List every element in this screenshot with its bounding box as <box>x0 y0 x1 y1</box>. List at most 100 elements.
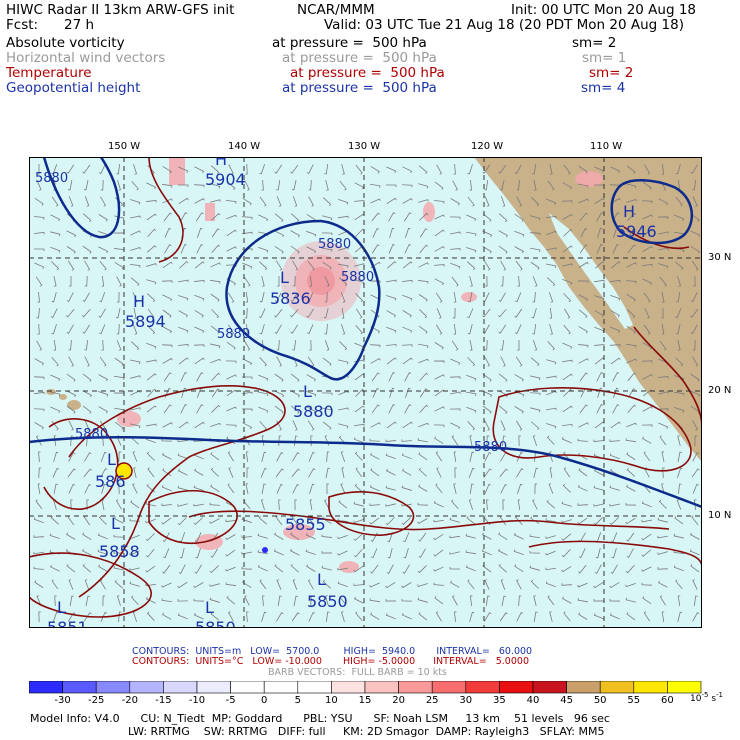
field-vorticity-pressure: at pressure = 500 hPa <box>272 35 427 51</box>
lon-label-130w: 130 W <box>348 141 381 152</box>
colorbar-swatch <box>667 681 702 694</box>
vorticity-min-dot <box>262 547 268 553</box>
field-temperature-pressure: at pressure = 500 hPa <box>290 65 445 81</box>
field-vorticity-smooth: sm= 2 <box>572 35 617 51</box>
feature-letter: L <box>303 382 312 401</box>
lat-lon-grid <box>29 157 702 628</box>
colorbar-tick-label: 25 <box>425 695 439 706</box>
lat-label-20n: 20 N <box>708 385 732 396</box>
height-contours <box>29 157 702 509</box>
lon-label-140w: 140 W <box>228 141 261 152</box>
colorbar-swatch <box>196 681 231 694</box>
feature-value: 5858 <box>99 542 140 561</box>
feature-letter: L <box>111 514 120 533</box>
init-time: Init: 00 UTC Mon 20 Aug 18 <box>511 2 696 18</box>
colorbar-swatch <box>398 681 433 694</box>
org-label: NCAR/MMM <box>297 2 375 18</box>
model-info-line2: LW: RRTMG SW: RRTMG DIFF: full KM: 2D Sm… <box>128 725 605 738</box>
feature-letter: H <box>623 202 635 221</box>
colorbar-unit: 10-5 s-1 <box>690 691 723 704</box>
tropical-cyclone-icon <box>115 462 133 480</box>
colorbar-swatch <box>633 681 668 694</box>
colorbar-tick-label: 40 <box>526 695 540 706</box>
feature-value: 5880 <box>75 427 108 442</box>
feature-value: 5850 <box>307 592 348 611</box>
forecast-label: Fcst: <box>6 17 39 33</box>
colorbar-tick-label: -10 <box>188 695 206 706</box>
field-height-name: Geopotential height <box>6 80 141 96</box>
feature-value: 5850 <box>195 618 236 628</box>
colorbar-swatch <box>263 681 299 694</box>
colorbar-tick-label: 35 <box>493 695 506 706</box>
colorbar-swatch <box>465 681 500 694</box>
vorticity-colorbar <box>29 681 702 694</box>
feature-value: 5880 <box>318 237 351 252</box>
field-vorticity-name: Absolute vorticity <box>6 35 125 51</box>
lat-label-30n: 30 N <box>708 252 732 263</box>
colorbar-swatch <box>499 681 534 694</box>
lon-label-110w: 110 W <box>590 141 623 152</box>
lat-label-10n: 10 N <box>708 510 732 521</box>
valid-time: Valid: 03 UTC Tue 21 Aug 18 (20 PDT Mon … <box>324 17 684 33</box>
feature-letter: L <box>107 450 116 469</box>
colorbar-tick-label: -30 <box>54 695 71 706</box>
colorbar-swatch <box>364 681 399 694</box>
wind-barbs <box>33 163 701 623</box>
map-border <box>29 157 702 628</box>
feature-value: 5880 <box>35 171 68 186</box>
feature-value: 5894 <box>125 312 166 331</box>
colorbar-tick-label: 15 <box>358 695 372 706</box>
unit-s: s <box>711 694 717 704</box>
colorbar-swatch <box>29 681 63 694</box>
feature-letter: H <box>215 157 227 169</box>
colorbar-swatch <box>599 681 635 694</box>
field-height-pressure: at pressure = 500 hPa <box>282 80 437 96</box>
field-temperature-name: Temperature <box>6 65 92 81</box>
unit-neg: -1 <box>716 691 723 699</box>
field-wind-name: Horizontal wind vectors <box>6 50 166 66</box>
field-wind-smooth: sm= 1 <box>582 50 627 66</box>
colorbar-swatch <box>431 681 467 694</box>
feature-value: 5851 <box>47 618 88 628</box>
land-area <box>474 157 702 462</box>
feature-value: 5880 <box>217 327 250 342</box>
field-temperature-smooth: sm= 2 <box>589 65 634 81</box>
colorbar-swatch <box>129 681 164 694</box>
feature-letter: L <box>280 268 289 287</box>
temperature-contours <box>29 157 702 618</box>
model-info-line1: Model Info: V4.0 CU: N_Tiedt MP: Goddard… <box>30 712 610 725</box>
colorbar-tick-label: -20 <box>121 695 138 706</box>
feature-value: 586 <box>95 472 126 491</box>
lon-label-120w: 120 W <box>471 141 504 152</box>
unit-power: -5 <box>701 691 709 699</box>
colorbar-swatch <box>331 681 366 694</box>
height-contour-info: CONTOURS: UNITS=m LOW= 5700.0 HIGH= 5940… <box>132 646 533 657</box>
colorbar-tick-label: 10 <box>325 695 338 706</box>
colorbar-tick-label: 45 <box>560 695 573 706</box>
weather-map: H 5904 5880 L 5836 5880 5880 H 5894 5880… <box>29 157 702 628</box>
colorbar-swatch <box>62 681 97 694</box>
field-wind-pressure: at pressure = 500 hPa <box>282 50 437 66</box>
colorbar-labels: -30 -25 -20 -15 -10 -5 0 5 10 15 20 25 30 35 40 45 50 55 6… <box>29 695 719 709</box>
field-height-smooth: sm= 4 <box>581 80 626 96</box>
unit-base: 10 <box>690 694 702 704</box>
colorbar-swatch <box>566 681 601 694</box>
model-title: HIWC Radar II 13km ARW-GFS init <box>6 2 235 18</box>
feature-value: 5855 <box>285 515 326 534</box>
baja-gulf <box>549 213 633 329</box>
colorbar-tick-label: 20 <box>392 695 405 706</box>
feature-value: 5946 <box>616 222 657 241</box>
colorbar-swatch <box>95 681 131 694</box>
feature-value: 5836 <box>270 289 311 308</box>
colorbar-tick-label: 30 <box>459 695 473 706</box>
feature-letter: L <box>317 570 326 589</box>
colorbar-swatch <box>297 681 332 694</box>
vorticity-shading <box>117 157 603 573</box>
forecast-hours: 27 h <box>64 17 95 33</box>
colorbar-tick-label: 0 <box>261 695 268 706</box>
feature-letter: L <box>205 598 214 617</box>
colorbar-swatch <box>163 681 198 694</box>
feature-value: 5904 <box>205 170 246 189</box>
colorbar-swatch <box>532 681 567 694</box>
colorbar-tick-label: 55 <box>627 695 641 706</box>
